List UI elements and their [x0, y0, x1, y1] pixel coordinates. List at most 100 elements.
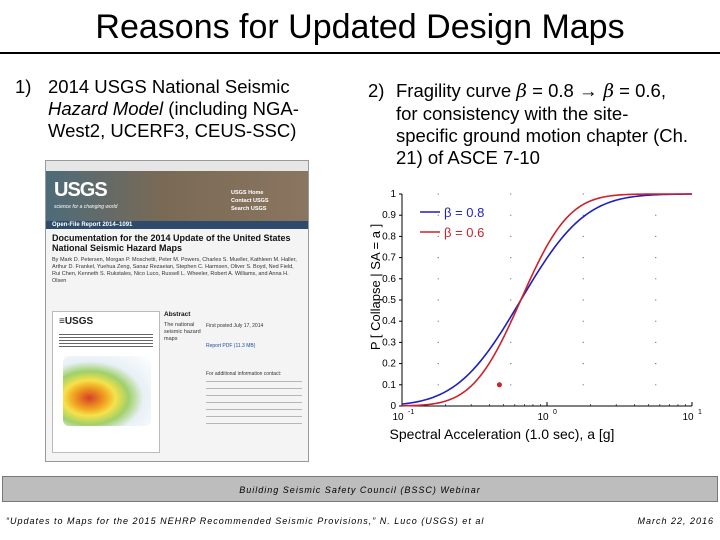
grid-dot — [510, 363, 512, 365]
point-2: 2) Fragility curve β = 0.8 → β = 0.6, fo… — [368, 80, 718, 172]
link-contact-usgs[interactable]: Contact USGS — [231, 198, 269, 204]
report-pdf-link[interactable]: Report PDF (11.3 MB) — [206, 343, 256, 349]
y-tick-label: 0.4 — [382, 316, 396, 327]
beta-symbol-1: β — [516, 81, 527, 102]
point-2-line-1: Fragility curve β = 0.8 → β = 0.6, — [396, 80, 718, 103]
grid-dot — [437, 320, 439, 322]
footer-date: March 22, 2016 — [637, 516, 714, 526]
grid-dot — [510, 235, 512, 237]
grid-dot — [655, 320, 657, 322]
point-2-eq-1: = 0.8 — [526, 80, 579, 101]
webinar-banner: Building Seismic Safety Council (BSSC) W… — [2, 476, 718, 502]
point-2-line-3: specific ground motion chapter (Ch. — [396, 125, 689, 146]
webinar-banner-text: Building Seismic Safety Council (BSSC) W… — [239, 485, 481, 495]
fragility-chart: P [ Collapse | SA = a ] Spectral Acceler… — [368, 189, 702, 442]
cover-usgs-logo: ≡USGS — [59, 316, 94, 327]
grid-dot — [437, 363, 439, 365]
y-tick-label: 1 — [390, 189, 396, 200]
grid-dot — [655, 341, 657, 343]
abstract-panel: Abstract The national seismic hazard map… — [164, 311, 202, 451]
usgs-report-screenshot: USGS science for a changing world USGS H… — [45, 160, 309, 462]
point-1-italic-text: Hazard Model — [48, 98, 164, 119]
point-2-eq-2: = 0.6, — [614, 80, 666, 101]
y-tick-label: 0.7 — [382, 253, 396, 264]
grid-dot — [655, 299, 657, 301]
legend-label: β = 0.6 — [444, 225, 484, 240]
x-tick-exponent: 1 — [698, 409, 702, 416]
grid-dot — [582, 193, 584, 195]
anchor-point — [496, 382, 502, 388]
series-line-beta-0-8 — [401, 193, 693, 405]
banner-background — [46, 171, 308, 221]
grid-dot — [437, 193, 439, 195]
point-1-line-2: Hazard Model (including NGA- — [48, 98, 348, 120]
y-tick-label: 0.2 — [382, 359, 396, 370]
grid-dot — [655, 235, 657, 237]
arrow-right-icon: → — [578, 80, 598, 101]
usgs-logo: USGS — [54, 179, 108, 201]
grid-dot — [655, 278, 657, 280]
grid-dot — [437, 235, 439, 237]
usgs-header-banner: USGS science for a changing world USGS H… — [46, 171, 308, 221]
grid-dot — [582, 278, 584, 280]
grid-dot — [582, 341, 584, 343]
grid-dot — [437, 278, 439, 280]
grid-dot — [437, 341, 439, 343]
grid-dot — [582, 214, 584, 216]
grid-dot — [510, 278, 512, 280]
footer-citation: “Updates to Maps for the 2015 NEHRP Reco… — [6, 516, 485, 526]
slide-title: Reasons for Updated Design Maps — [95, 8, 625, 46]
grid-dot — [510, 299, 512, 301]
grid-dot — [510, 341, 512, 343]
series-line-beta-0-6 — [401, 193, 692, 407]
y-tick-label: 0 — [390, 401, 396, 412]
grid-dot — [655, 363, 657, 365]
point-2-number: 2) — [368, 80, 385, 101]
report-cover-thumbnail[interactable]: ≡USGS — [52, 311, 160, 453]
beta-symbol-2: β — [597, 81, 615, 102]
x-tick-label: 10 — [682, 412, 694, 423]
grid-dot — [655, 257, 657, 259]
chart-x-axis-label: Spectral Acceleration (1.0 sec), a [g] — [390, 426, 615, 442]
x-tick-exponent: 0 — [553, 409, 557, 416]
doc-authors: By Mark D. Petersen, Morgan P. Moschetti… — [52, 257, 297, 284]
posted-date: First posted July 17, 2014 — [206, 323, 264, 329]
grid-dot — [510, 257, 512, 259]
grid-dot — [437, 214, 439, 216]
point-2-line-2: for consistency with the site- — [396, 103, 629, 124]
series-label: Open-File Report 2014–1091 — [52, 222, 133, 228]
point-1-line-3: West2, UCERF3, CEUS-SSC) — [48, 120, 297, 141]
grid-dot — [437, 257, 439, 259]
chart-y-axis-label: P [ Collapse | SA = a ] — [368, 224, 383, 350]
y-tick-label: 0.8 — [382, 231, 396, 242]
legend-label: β = 0.8 — [444, 205, 484, 220]
point-1-line-1: 2014 USGS National Seismic — [48, 76, 290, 97]
point-1-number: 1) — [15, 76, 32, 97]
grid-dot — [510, 214, 512, 216]
grid-dot — [582, 384, 584, 386]
link-usgs-home[interactable]: USGS Home — [231, 190, 264, 196]
grid-dot — [582, 320, 584, 322]
abstract-snippet: The national seismic hazard maps — [164, 322, 201, 342]
grid-dot — [655, 384, 657, 386]
title-underline — [0, 52, 720, 54]
y-tick-label: 0.6 — [382, 274, 396, 285]
grid-dot — [582, 235, 584, 237]
x-tick-label: 10 — [392, 412, 404, 423]
link-search-usgs[interactable]: Search USGS — [231, 206, 267, 212]
grid-dot — [437, 384, 439, 386]
info-panel: First posted July 17, 2014 Report PDF (1… — [206, 311, 302, 451]
grid-dot — [510, 384, 512, 386]
doc-title: Documentation for the 2014 Update of the… — [52, 233, 291, 253]
y-tick-label: 0.9 — [382, 210, 396, 221]
grid-dot — [510, 193, 512, 195]
x-tick-label: 10 — [537, 412, 549, 423]
x-tick-exponent: -1 — [408, 409, 414, 416]
y-tick-label: 0.1 — [382, 380, 396, 391]
point-1: 1) 2014 USGS National Seismic Hazard Mod… — [15, 76, 345, 146]
point-1-line-2-rest: (including NGA- — [163, 98, 299, 119]
usgs-tagline: science for a changing world — [54, 204, 118, 210]
contact-text-lines — [206, 381, 302, 429]
cover-title-lines — [59, 334, 153, 348]
